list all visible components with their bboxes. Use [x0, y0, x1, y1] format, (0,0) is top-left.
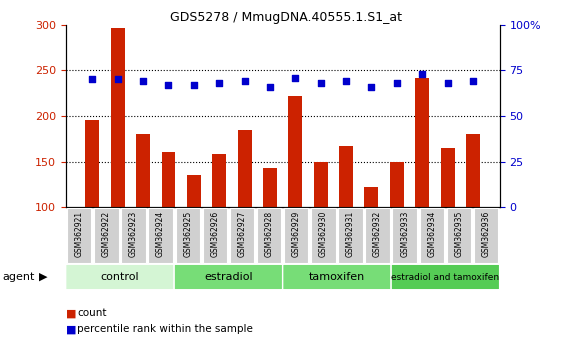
Point — [392, 80, 401, 86]
FancyBboxPatch shape — [284, 208, 308, 263]
Text: tamoxifen: tamoxifen — [309, 272, 365, 282]
FancyBboxPatch shape — [203, 208, 227, 263]
Bar — [313, 161, 328, 298]
Text: GSM362925: GSM362925 — [183, 211, 192, 257]
Point — [139, 79, 148, 84]
Point — [316, 80, 325, 86]
Point — [266, 84, 275, 90]
FancyBboxPatch shape — [121, 208, 146, 263]
Bar — [136, 134, 150, 298]
Text: GSM362924: GSM362924 — [156, 211, 165, 257]
Bar — [466, 134, 480, 298]
FancyBboxPatch shape — [257, 208, 282, 263]
Text: count: count — [77, 308, 107, 318]
Bar — [86, 120, 99, 298]
Bar — [288, 96, 302, 298]
Bar — [441, 148, 455, 298]
Text: GSM362921: GSM362921 — [75, 211, 84, 257]
Text: ▶: ▶ — [39, 272, 47, 282]
Bar — [162, 152, 175, 298]
Point — [240, 79, 249, 84]
FancyBboxPatch shape — [148, 208, 173, 263]
Text: control: control — [100, 272, 139, 282]
Text: GSM362934: GSM362934 — [427, 211, 436, 257]
Text: GSM362935: GSM362935 — [455, 211, 464, 257]
FancyBboxPatch shape — [311, 208, 336, 263]
Text: GSM362936: GSM362936 — [481, 211, 490, 257]
Text: GSM362927: GSM362927 — [238, 211, 247, 257]
Bar — [187, 175, 201, 298]
FancyBboxPatch shape — [338, 208, 363, 263]
Text: GSM362926: GSM362926 — [210, 211, 219, 257]
Bar — [212, 154, 226, 298]
FancyBboxPatch shape — [67, 208, 91, 263]
Text: agent: agent — [3, 272, 35, 282]
Point — [189, 82, 198, 88]
FancyBboxPatch shape — [66, 264, 174, 290]
Text: ■: ■ — [66, 308, 76, 318]
Point — [443, 80, 452, 86]
Point — [113, 76, 122, 82]
Point — [417, 71, 427, 77]
Point — [341, 79, 351, 84]
FancyBboxPatch shape — [174, 264, 283, 290]
FancyBboxPatch shape — [94, 208, 119, 263]
Text: estradiol: estradiol — [204, 272, 253, 282]
Point — [215, 80, 224, 86]
Text: GSM362933: GSM362933 — [400, 211, 409, 257]
Bar — [238, 130, 252, 298]
Point — [468, 79, 477, 84]
Bar — [390, 161, 404, 298]
Text: GSM362928: GSM362928 — [264, 211, 274, 257]
Text: ■: ■ — [66, 324, 76, 334]
Point — [164, 82, 173, 88]
FancyBboxPatch shape — [365, 208, 390, 263]
FancyBboxPatch shape — [474, 208, 498, 263]
Text: GSM362932: GSM362932 — [373, 211, 382, 257]
Text: estradiol and tamoxifen: estradiol and tamoxifen — [391, 273, 500, 281]
Bar — [339, 146, 353, 298]
Text: GSM362931: GSM362931 — [346, 211, 355, 257]
FancyBboxPatch shape — [175, 208, 200, 263]
FancyBboxPatch shape — [391, 264, 500, 290]
Bar — [364, 187, 379, 298]
Text: GDS5278 / MmugDNA.40555.1.S1_at: GDS5278 / MmugDNA.40555.1.S1_at — [170, 11, 401, 24]
Text: percentile rank within the sample: percentile rank within the sample — [77, 324, 253, 334]
Bar — [263, 168, 277, 298]
FancyBboxPatch shape — [447, 208, 471, 263]
Text: GSM362922: GSM362922 — [102, 211, 111, 257]
FancyBboxPatch shape — [392, 208, 417, 263]
Text: GSM362929: GSM362929 — [292, 211, 301, 257]
Point — [88, 76, 97, 82]
Bar — [111, 28, 124, 298]
FancyBboxPatch shape — [230, 208, 254, 263]
Point — [367, 84, 376, 90]
Bar — [415, 78, 429, 298]
Text: GSM362930: GSM362930 — [319, 211, 328, 257]
FancyBboxPatch shape — [283, 264, 391, 290]
FancyBboxPatch shape — [420, 208, 444, 263]
Text: GSM362923: GSM362923 — [129, 211, 138, 257]
Point — [291, 75, 300, 80]
